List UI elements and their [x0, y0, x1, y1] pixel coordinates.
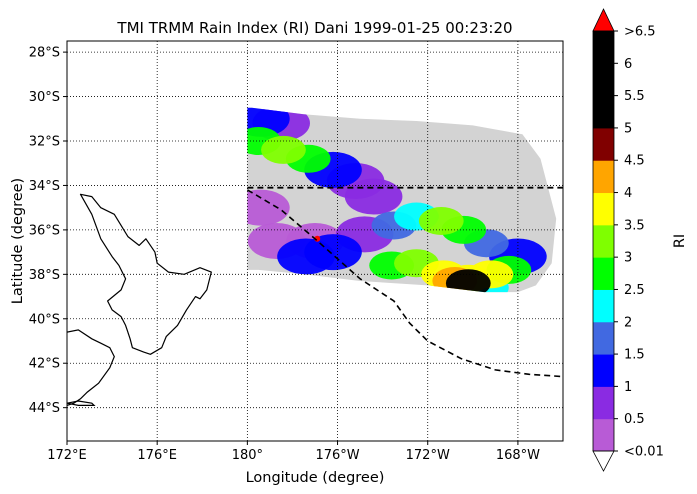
colorbar-tick-label: >6.5	[624, 25, 656, 40]
colorbar-tick-label: 5.5	[624, 89, 645, 104]
x-tick-label: 168°W	[496, 448, 540, 463]
colorbar-segment	[593, 289, 614, 323]
rain-cell	[261, 135, 306, 164]
colorbar-tick-label: 4.5	[624, 154, 645, 169]
storm-track	[246, 186, 563, 378]
colorbar-segment	[593, 160, 614, 194]
y-tick-label: 38°S	[29, 268, 60, 283]
colorbar-tick-label: <0.01	[624, 445, 664, 460]
colorbar-tick-label: 5	[624, 121, 632, 136]
colorbar-tick-label: 6	[624, 57, 632, 72]
colorbar-segment	[593, 257, 614, 290]
rain-cell	[247, 189, 290, 226]
y-tick-label: 44°S	[29, 401, 60, 416]
colorbar-segment	[593, 63, 614, 97]
y-tick-label: 32°S	[29, 135, 60, 150]
colorbar-segment	[593, 31, 614, 64]
chart-title: TMI TRMM Rain Index (RI) Dani 1999-01-25…	[116, 19, 512, 37]
y-tick-label: 34°S	[29, 179, 60, 194]
rain-cells	[247, 107, 547, 293]
colorbar-tick-label: 1.5	[624, 348, 645, 363]
x-tick-label: 172°E	[47, 448, 87, 463]
colorbar-tick-label: 1	[624, 380, 632, 395]
colorbar-segment	[593, 354, 614, 387]
colorbar-tick-label: 2.5	[624, 283, 645, 298]
south-island-coast	[67, 329, 115, 406]
colorbar-tick-label: 0.5	[624, 412, 645, 427]
colorbar-frame	[592, 30, 615, 452]
plot-frame	[66, 40, 564, 442]
y-tick-label: 30°S	[29, 90, 60, 105]
colorbar-segment	[593, 418, 614, 452]
colorbar-under-triangle	[592, 450, 615, 472]
colorbar-segment	[593, 386, 614, 420]
x-axis-ticks: 172°E 176°E 180° 176°W 172°W 168°W	[47, 441, 540, 463]
colorbar-segment	[593, 321, 614, 355]
rain-swath	[247, 107, 557, 293]
y-axis-label: Latitude (degree)	[10, 178, 26, 304]
storm-track-line	[246, 189, 563, 378]
colorbar-segment	[593, 224, 614, 258]
rain-cell	[418, 207, 464, 235]
colorbar-segment	[593, 127, 614, 161]
southern-coast	[67, 400, 96, 406]
x-tick-label: 176°E	[137, 448, 177, 463]
y-tick-label: 36°S	[29, 223, 60, 238]
x-tick-label: 172°W	[406, 448, 450, 463]
y-tick-label: 40°S	[29, 312, 60, 327]
colorbar-tick-label: 2	[624, 315, 632, 330]
coastline	[67, 193, 212, 406]
y-tick-label: 28°S	[29, 46, 60, 61]
y-axis-ticks: 28°S 30°S 32°S 34°S 36°S 38°S 40°S 42°S 44°S	[29, 46, 67, 416]
colorbar: <0.01 0.5 1 1.5 2 2.5 3 3.5 4 4.5 5 5.5 6 >6.5	[592, 8, 664, 472]
colorbar-segment	[593, 95, 614, 129]
colorbar-over-triangle	[592, 8, 615, 32]
x-tick-label: 176°W	[315, 448, 359, 463]
colorbar-label: RI	[672, 234, 688, 248]
colorbar-segment	[593, 192, 614, 226]
y-tick-label: 42°S	[29, 357, 60, 372]
colorbar-tick-label: 3.5	[624, 218, 645, 233]
colorbar-tick-label: 4	[624, 186, 632, 201]
x-tick-label: 180°	[232, 448, 263, 463]
x-axis-label: Longitude (degree)	[246, 470, 385, 486]
colorbar-tick-label: 3	[624, 251, 632, 266]
north-island-coast	[79, 193, 212, 355]
rain-cell	[304, 234, 362, 271]
